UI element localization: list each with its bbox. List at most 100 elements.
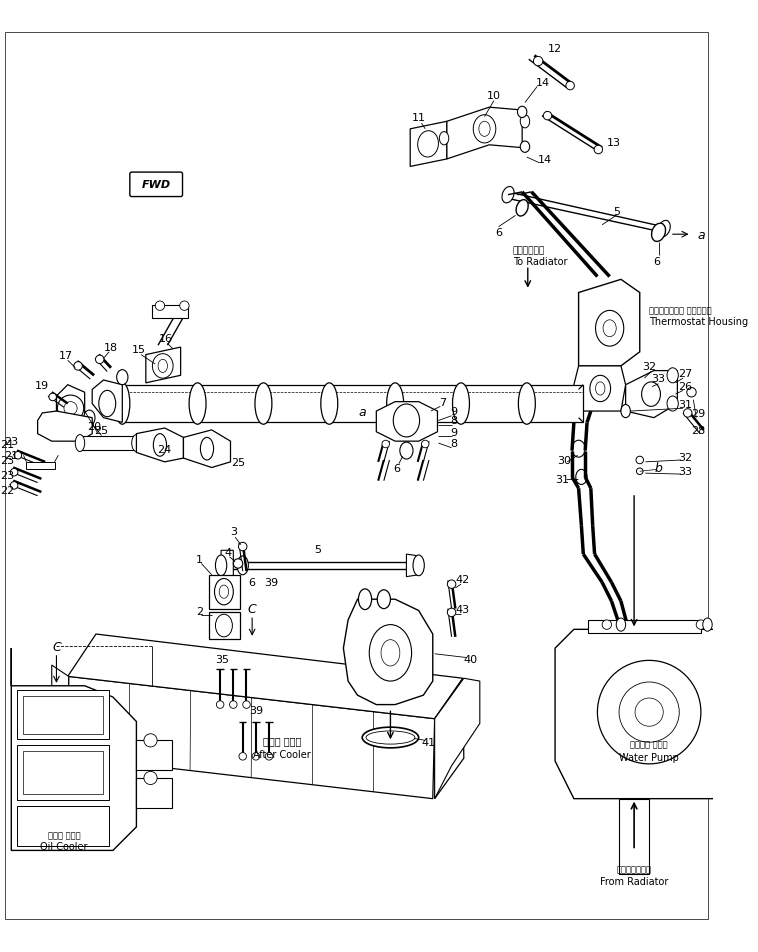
Ellipse shape xyxy=(155,302,164,311)
Ellipse shape xyxy=(180,302,189,311)
Ellipse shape xyxy=(596,311,624,347)
Ellipse shape xyxy=(265,753,273,761)
Text: 39: 39 xyxy=(249,705,263,716)
Ellipse shape xyxy=(687,388,696,398)
Ellipse shape xyxy=(381,640,399,666)
Bar xyxy=(27,463,55,470)
Ellipse shape xyxy=(520,142,530,153)
Ellipse shape xyxy=(74,363,83,370)
Ellipse shape xyxy=(369,625,412,682)
Bar xyxy=(56,717,71,732)
Ellipse shape xyxy=(543,112,552,121)
Polygon shape xyxy=(136,428,183,463)
Text: 13: 13 xyxy=(606,138,620,148)
Ellipse shape xyxy=(382,441,390,448)
Text: サーモスタット ハウジング: サーモスタット ハウジング xyxy=(649,306,712,314)
Ellipse shape xyxy=(11,469,18,476)
Polygon shape xyxy=(183,430,230,468)
Bar xyxy=(23,696,104,734)
Ellipse shape xyxy=(502,188,514,204)
Ellipse shape xyxy=(596,383,605,396)
Bar xyxy=(23,751,104,794)
Ellipse shape xyxy=(440,132,449,146)
Ellipse shape xyxy=(572,441,585,458)
Text: ラジェータから: ラジェータから xyxy=(616,864,652,874)
Ellipse shape xyxy=(479,122,490,137)
Ellipse shape xyxy=(703,619,713,631)
Text: 2: 2 xyxy=(196,605,203,616)
Ellipse shape xyxy=(215,615,233,637)
Ellipse shape xyxy=(387,384,403,425)
Bar xyxy=(54,714,74,735)
Ellipse shape xyxy=(453,384,469,425)
Text: 11: 11 xyxy=(412,112,426,123)
Ellipse shape xyxy=(594,146,603,154)
Bar xyxy=(54,686,74,706)
Ellipse shape xyxy=(518,384,535,425)
Text: 1: 1 xyxy=(196,554,203,565)
Ellipse shape xyxy=(144,734,157,747)
Ellipse shape xyxy=(158,360,168,373)
Bar xyxy=(17,806,109,845)
Ellipse shape xyxy=(516,201,528,217)
Ellipse shape xyxy=(117,370,128,386)
Polygon shape xyxy=(221,550,233,583)
Ellipse shape xyxy=(652,224,666,242)
Ellipse shape xyxy=(399,443,413,460)
Ellipse shape xyxy=(621,405,631,418)
Text: 39: 39 xyxy=(264,578,278,587)
Polygon shape xyxy=(56,386,85,423)
Bar xyxy=(588,621,701,633)
Polygon shape xyxy=(406,554,418,577)
Polygon shape xyxy=(67,634,463,719)
Ellipse shape xyxy=(641,383,660,407)
Text: 33: 33 xyxy=(678,466,692,477)
Text: 20: 20 xyxy=(87,422,101,431)
Text: 41: 41 xyxy=(421,738,435,747)
Polygon shape xyxy=(209,575,240,609)
Text: オイル クーラ: オイル クーラ xyxy=(48,830,80,839)
Polygon shape xyxy=(410,122,447,168)
Text: 18: 18 xyxy=(104,343,118,352)
Bar xyxy=(17,745,109,800)
Ellipse shape xyxy=(520,115,530,129)
Bar xyxy=(80,437,136,450)
Ellipse shape xyxy=(602,621,612,629)
Text: 14: 14 xyxy=(537,155,552,165)
Bar xyxy=(122,386,584,423)
Text: Water Pump: Water Pump xyxy=(619,752,679,763)
Polygon shape xyxy=(574,367,625,411)
Ellipse shape xyxy=(215,579,233,605)
Text: To Radiator: To Radiator xyxy=(512,256,567,267)
Ellipse shape xyxy=(696,621,706,629)
Text: 22: 22 xyxy=(1,486,14,496)
Ellipse shape xyxy=(667,368,678,384)
Text: After Cooler: After Cooler xyxy=(253,748,311,759)
Text: 16: 16 xyxy=(158,333,173,344)
Bar xyxy=(136,778,172,808)
Text: 8: 8 xyxy=(450,439,457,448)
Ellipse shape xyxy=(684,409,692,418)
Ellipse shape xyxy=(219,585,229,599)
Polygon shape xyxy=(67,677,434,799)
Ellipse shape xyxy=(11,482,18,489)
Text: 17: 17 xyxy=(59,350,73,360)
Text: 24: 24 xyxy=(158,445,172,454)
Text: Oil Cooler: Oil Cooler xyxy=(40,841,88,851)
Text: 12: 12 xyxy=(548,44,562,54)
Ellipse shape xyxy=(637,468,643,475)
Circle shape xyxy=(635,698,663,726)
Ellipse shape xyxy=(366,731,415,744)
Ellipse shape xyxy=(473,115,496,144)
Ellipse shape xyxy=(144,771,157,784)
Text: ラジェータ～: ラジェータ～ xyxy=(512,247,545,255)
Text: 6: 6 xyxy=(249,578,255,587)
Ellipse shape xyxy=(393,405,420,438)
Ellipse shape xyxy=(216,701,224,708)
Polygon shape xyxy=(146,347,180,384)
Ellipse shape xyxy=(636,457,644,465)
Text: From Radiator: From Radiator xyxy=(600,877,669,886)
Ellipse shape xyxy=(14,452,22,460)
Ellipse shape xyxy=(566,82,575,90)
Ellipse shape xyxy=(200,438,214,461)
